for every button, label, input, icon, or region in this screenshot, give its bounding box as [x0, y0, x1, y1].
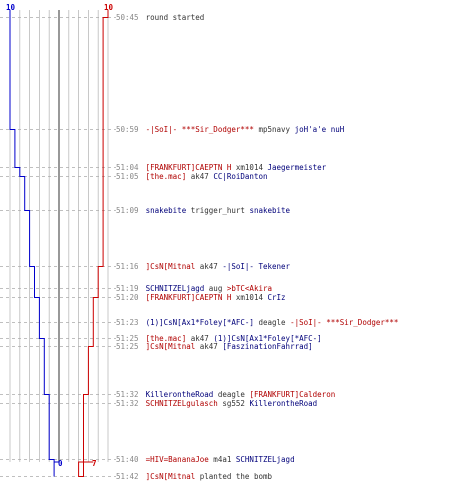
player-name: [the.mac]	[145, 172, 187, 181]
event-time: 51:09	[116, 206, 139, 215]
event-time: 50:59	[116, 125, 139, 134]
event-row: 51:09 snakebite trigger_hurt snakebite	[116, 206, 290, 215]
event-action: aug	[204, 284, 227, 293]
player-name: ]CsN[Mitnal	[145, 342, 196, 351]
event-row: 51:05 [the.mac] ak47 CC|RoiDanton	[116, 172, 268, 181]
event-time: 51:23	[116, 318, 139, 327]
player-name: =HIV=BananaJoe	[145, 455, 209, 464]
event-row: 51:40 =HIV=BananaJoe m4a1 SCHNITZELjagd	[116, 455, 295, 464]
event-action: xm1014	[231, 163, 268, 172]
player-name: KillerontheRoad	[249, 399, 318, 408]
player-name: >bTC<Akira	[226, 284, 273, 293]
player-name: -|SoI|- Tekener	[222, 262, 291, 271]
event-row: 51:25 [the.mac] ak47 (1)]CsN[Ax1*Foley[*A…	[116, 334, 322, 343]
event-time: 51:16	[116, 262, 139, 271]
event-time: 51:25	[116, 342, 139, 351]
event-row: 51:04 [FRANKFURT]CAEPTN H xm1014 Jaegerme…	[116, 163, 326, 172]
event-action: ak47	[186, 334, 214, 343]
event-time: 51:32	[116, 399, 139, 408]
event-row: 50:45 round started	[116, 13, 204, 22]
player-name: Jaegermeister	[267, 163, 327, 172]
event-time: 51:05	[116, 172, 139, 181]
event-time: 51:25	[116, 334, 139, 343]
player-name: [FRANKFURT]Calderon	[249, 390, 336, 399]
player-name: joH'a'e nuH	[294, 125, 345, 134]
player-name: CrIz	[267, 293, 286, 302]
event-action: ak47	[186, 172, 214, 181]
event-action: xm1014	[231, 293, 268, 302]
event-time: 51:19	[116, 284, 139, 293]
player-name: SCHNITZELjagd	[235, 455, 295, 464]
event-time: 51:32	[116, 390, 139, 399]
player-name: [FaszinationFahrrad]	[222, 342, 313, 351]
blue-end-count: 0	[58, 459, 63, 468]
event-time: 51:20	[116, 293, 139, 302]
red-start-count: 10	[104, 3, 114, 12]
blue-alive-line	[9, 10, 59, 477]
player-name: KillerontheRoad	[145, 390, 214, 399]
event-row: 51:20 [FRANKFURT]CAEPTN H xm1014 CrIz	[116, 293, 286, 302]
red-end-count: 7	[92, 459, 97, 468]
event-action: sg552	[217, 399, 250, 408]
player-name: ]CsN[Mitnal	[145, 472, 196, 481]
player-name: [FRANKFURT]CAEPTN H	[145, 163, 232, 172]
event-action: mp5navy	[253, 125, 295, 134]
red-alive-line	[78, 10, 109, 477]
player-name: [FRANKFURT]CAEPTN H	[145, 293, 232, 302]
player-name: (1)]CsN[Ax1*Foley[*AFC-]	[213, 334, 322, 343]
player-name: -|SoI|- ***Sir_Dodger***	[145, 125, 254, 134]
event-action: planted the bomb	[195, 472, 273, 481]
player-name: -|SoI|- ***Sir_Dodger***	[290, 318, 399, 327]
event-action: m4a1	[208, 455, 236, 464]
player-name: CC|RoiDanton	[213, 172, 268, 181]
player-name: snakebite	[249, 206, 291, 215]
player-name: ]CsN[Mitnal	[145, 262, 196, 271]
event-time: 51:42	[116, 472, 139, 481]
event-time: 51:40	[116, 455, 139, 464]
player-name: (1)]CsN[Ax1*Foley[*AFC-]	[145, 318, 254, 327]
player-name: [the.mac]	[145, 334, 187, 343]
event-row: 51:23 (1)]CsN[Ax1*Foley[*AFC-] deagle -|S…	[116, 318, 398, 327]
event-row: 51:32 SCHNITZELgulasch sg552 KillerontheR…	[116, 399, 317, 408]
blue-start-count: 10	[6, 3, 16, 12]
event-row: 51:16 ]CsN[Mitnal ak47 -|SoI|- Tekener	[116, 262, 290, 271]
event-row: 50:59 -|SoI|- ***Sir_Dodger*** mp5navy jo…	[116, 125, 344, 134]
player-name: SCHNITZELgulasch	[145, 399, 218, 408]
player-name: SCHNITZELjagd	[145, 284, 205, 293]
event-action: round started	[145, 13, 205, 22]
event-action: ak47	[195, 262, 223, 271]
event-time: 51:04	[116, 163, 139, 172]
event-row: 51:42 ]CsN[Mitnal planted the bomb	[116, 472, 272, 481]
event-action: trigger_hurt	[186, 206, 250, 215]
event-action: deagle	[213, 390, 250, 399]
event-action: deagle	[253, 318, 291, 327]
player-name: snakebite	[145, 206, 187, 215]
event-row: 51:25 ]CsN[Mitnal ak47 [FaszinationFahrra…	[116, 342, 313, 351]
event-row: 51:19 SCHNITZELjagd aug >bTC<Akira	[116, 284, 272, 293]
event-action: ak47	[195, 342, 223, 351]
event-row: 51:32 KillerontheRoad deagle [FRANKFURT]C…	[116, 390, 335, 399]
event-time: 50:45	[116, 13, 139, 22]
